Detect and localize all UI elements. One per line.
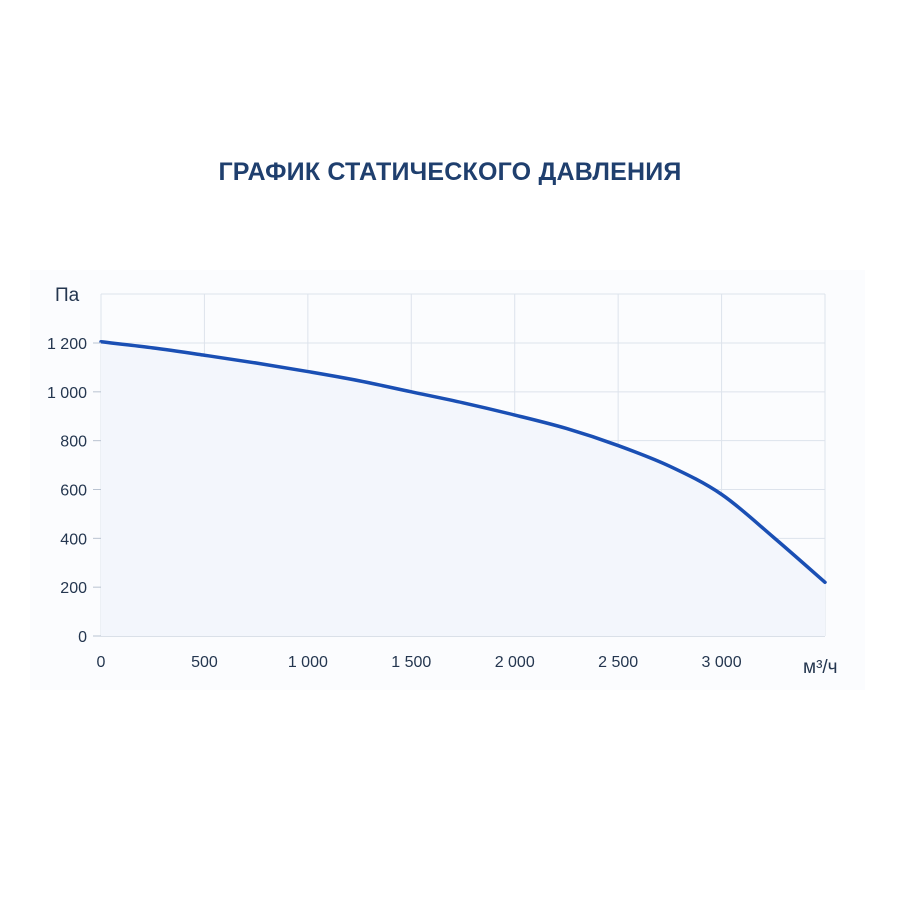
data-point — [306, 370, 309, 373]
data-point — [772, 536, 775, 539]
x-tick-label: 1 500 — [391, 654, 431, 671]
chart-title: ГРАФИК СТАТИЧЕСКОГО ДАВЛЕНИЯ — [218, 158, 682, 186]
y-tick-label: 1 000 — [47, 385, 87, 402]
x-tick-label: 2 500 — [598, 654, 638, 671]
data-point — [824, 581, 827, 584]
y-tick-labels: 0 200 400 600 800 1 000 1 200 — [47, 336, 101, 646]
x-tick-label: 1 000 — [288, 654, 328, 671]
data-point — [565, 427, 568, 430]
x-tick-labels: 0 500 1 000 1 500 2 000 2 500 3 000 — [97, 654, 742, 671]
x-axis-unit: м³/ч — [803, 657, 838, 678]
y-tick-label: 600 — [60, 483, 87, 500]
data-point — [203, 354, 206, 357]
data-point — [462, 401, 465, 404]
x-tick-label: 500 — [191, 654, 218, 671]
series-area — [101, 341, 825, 636]
data-point — [410, 390, 413, 393]
data-point — [358, 379, 361, 382]
y-tick-label: 0 — [78, 629, 87, 646]
data-point — [720, 493, 723, 496]
y-tick-label: 400 — [60, 531, 87, 548]
x-tick-label: 3 000 — [702, 654, 742, 671]
y-tick-label: 1 200 — [47, 336, 87, 353]
x-tick-label: 0 — [97, 654, 106, 671]
x-tick-label: 2 000 — [495, 654, 535, 671]
data-point — [617, 444, 620, 447]
series-line — [99, 340, 827, 585]
y-axis-unit: Па — [55, 285, 80, 306]
y-tick-label: 800 — [60, 434, 87, 451]
data-point — [255, 362, 258, 365]
data-point — [668, 465, 671, 468]
y-tick-label: 200 — [60, 580, 87, 597]
data-point — [151, 346, 154, 349]
data-point — [513, 414, 516, 417]
